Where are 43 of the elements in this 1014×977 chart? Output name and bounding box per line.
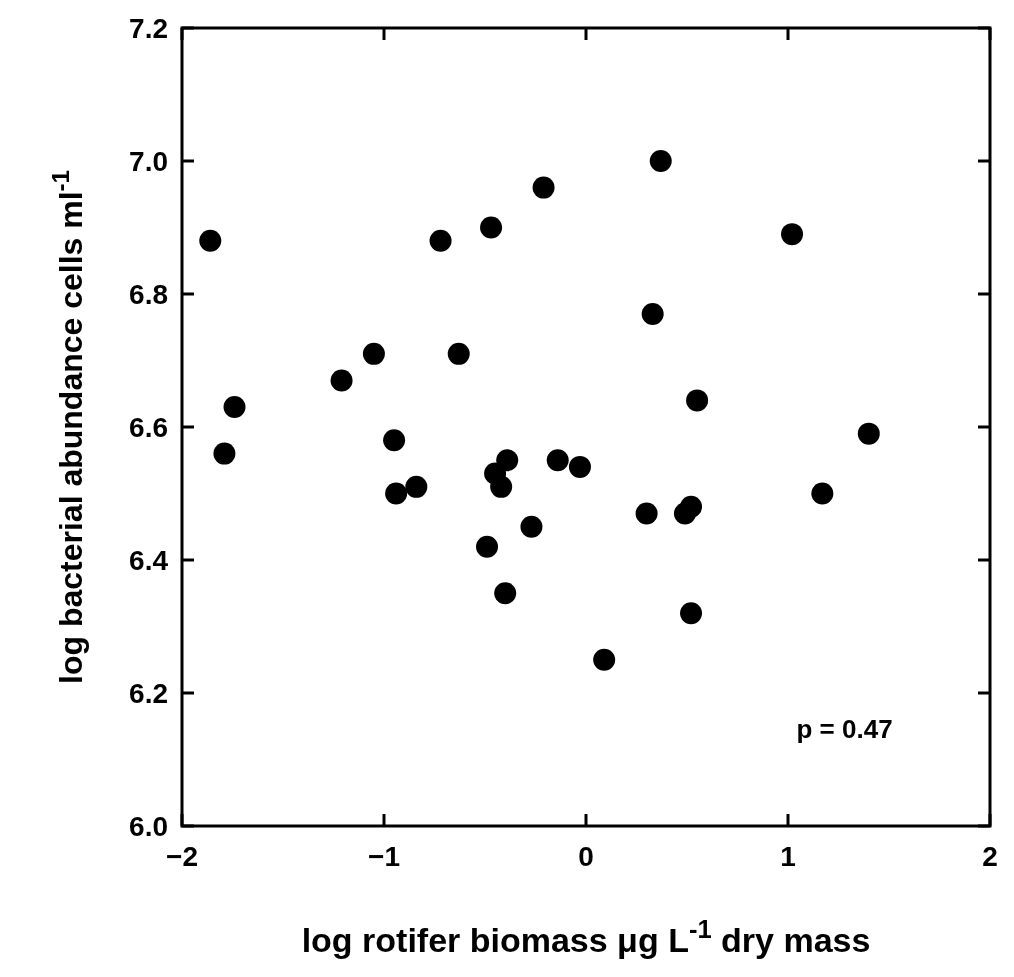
point — [857, 422, 880, 445]
point — [480, 216, 503, 239]
y-tick-label: 6.4 — [129, 544, 169, 576]
y-tick-label: 6.2 — [129, 677, 168, 709]
point — [686, 389, 709, 412]
point — [546, 449, 569, 472]
point — [532, 176, 555, 199]
y-tick-label: 7.2 — [129, 12, 168, 44]
point — [635, 502, 658, 525]
y-tick-label: 6.8 — [129, 278, 168, 310]
point — [223, 396, 246, 419]
point — [673, 502, 696, 525]
point — [494, 582, 517, 605]
y-tick-label: 6.6 — [129, 411, 168, 443]
point — [490, 475, 513, 498]
y-tick-label: 7.0 — [129, 145, 168, 177]
point — [330, 369, 353, 392]
point — [496, 449, 519, 472]
point — [680, 602, 703, 625]
x-tick-label: 2 — [982, 841, 998, 872]
annotation: p = 0.47 — [796, 714, 893, 745]
point — [781, 223, 804, 246]
x-tick-label: 0 — [578, 841, 594, 872]
x-tick-label: −1 — [368, 841, 400, 872]
point — [476, 535, 499, 558]
point — [362, 342, 385, 365]
x-axis-title: log rotifer biomass μg L$^{-1}$ dry mass — [301, 915, 871, 959]
point — [811, 482, 834, 505]
x-tick-label: −2 — [166, 841, 198, 872]
point — [405, 475, 428, 498]
x-tick-label: 1 — [780, 841, 796, 872]
point — [641, 302, 664, 325]
point — [383, 429, 406, 452]
point — [385, 482, 408, 505]
point — [447, 342, 470, 365]
point — [520, 515, 543, 538]
point — [429, 229, 452, 252]
point — [568, 455, 591, 478]
point — [649, 150, 672, 172]
point — [593, 648, 616, 671]
point — [199, 229, 222, 252]
point — [213, 442, 236, 465]
y-tick-label: 6.0 — [129, 810, 168, 842]
